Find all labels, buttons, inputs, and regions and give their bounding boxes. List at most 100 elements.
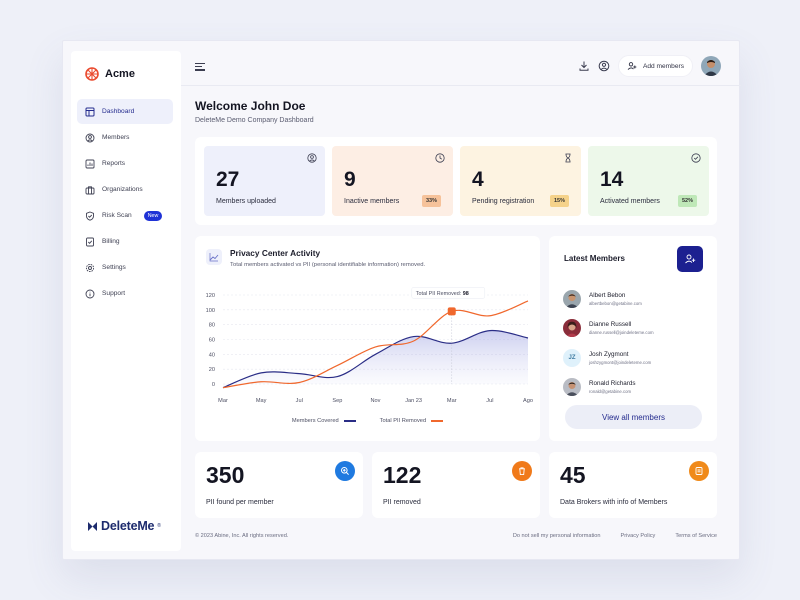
kpi-card-data-brokers[interactable]: 45 Data Brokers with info of Members	[549, 452, 717, 518]
sidebar-item-settings[interactable]: Settings	[77, 255, 173, 280]
add-members-button[interactable]: Add members	[617, 55, 693, 77]
user-avatar[interactable]	[701, 56, 721, 76]
x-tick-label: Mar	[218, 398, 228, 404]
member-name: Ronald Richards	[589, 380, 636, 388]
stat-card-members-uploaded[interactable]: 27 Members uploaded	[204, 146, 325, 216]
list-item[interactable]: JZ Josh Zygmont joshzygmont@joindeleteme.…	[563, 343, 654, 373]
dashboard-icon	[85, 107, 95, 116]
stat-value: 4	[472, 168, 484, 191]
sidebar-item-label: Billing	[102, 238, 120, 245]
percent-badge: 52%	[677, 195, 697, 207]
footer-link-do-not-sell[interactable]: Do not sell my personal information	[512, 533, 601, 539]
member-name: Dianne Russell	[589, 321, 632, 329]
percent-badge: 33%	[421, 195, 441, 207]
tooltip-value: 98	[463, 291, 469, 297]
sidebar-item-support[interactable]: Support	[77, 281, 173, 306]
activity-title: Privacy Center Activity	[230, 248, 321, 258]
new-badge: New	[143, 210, 163, 221]
app-window: Acme Dashboard Members Reports Organizat…	[62, 40, 741, 560]
gear-icon	[85, 263, 95, 272]
latest-members-title: Latest Members	[564, 254, 625, 263]
avatar	[563, 378, 581, 397]
sidebar-item-label: Support	[102, 290, 126, 297]
sidebar-item-reports[interactable]: Reports	[77, 151, 173, 176]
kpi-label: PII found per member	[206, 499, 274, 506]
y-tick-label: 100	[206, 308, 215, 314]
view-all-members-button[interactable]: View all members	[565, 405, 702, 429]
account-icon[interactable]	[598, 60, 610, 72]
kpi-value: 350	[206, 462, 245, 488]
member-name: Albert Bebon	[589, 291, 626, 299]
member-email: albertbebon@getabine.com	[589, 300, 642, 306]
x-tick-label: Ago	[523, 398, 533, 404]
welcome-header: Welcome John Doe DeleteMe Demo Company D…	[195, 99, 314, 124]
hourglass-icon	[565, 153, 571, 163]
y-tick-label: 60	[209, 338, 215, 344]
sidebar-item-label: Settings	[102, 264, 126, 271]
x-tick-label: Nov	[371, 398, 381, 404]
avatar	[563, 289, 581, 308]
x-tick-label: May	[256, 398, 267, 404]
sidebar-item-risk-scan[interactable]: Risk Scan New	[77, 203, 173, 228]
download-icon[interactable]	[578, 60, 590, 72]
deleteme-logo-icon	[88, 521, 97, 531]
y-tick-label: 40	[209, 352, 215, 358]
sidebar-item-organizations[interactable]: Organizations	[77, 177, 173, 202]
sidebar-item-label: Organizations	[102, 186, 143, 193]
check-circle-icon	[691, 153, 701, 163]
menu-icon[interactable]	[195, 63, 205, 73]
add-member-button[interactable]	[677, 246, 703, 272]
footer-links: Do not sell my personal information Priv…	[513, 533, 717, 539]
stat-value: 27	[216, 168, 240, 191]
sidebar-item-label: Reports	[102, 160, 126, 167]
member-email: joshzygmont@joindeleteme.com	[589, 359, 652, 365]
sidebar-item-billing[interactable]: Billing	[77, 229, 173, 254]
tooltip-box	[411, 287, 486, 299]
brand[interactable]: Acme	[85, 67, 135, 81]
chart-legend: Members Covered Total PII Removed	[195, 418, 540, 424]
footer-link-terms[interactable]: Terms of Service	[675, 533, 717, 539]
member-name: Josh Zygmont	[589, 350, 629, 358]
clock-icon	[435, 153, 445, 163]
y-tick-label: 80	[209, 323, 215, 329]
avatar-initials: JZ	[563, 348, 581, 367]
stat-card-activated-members[interactable]: 14 Activated members 52%	[588, 146, 709, 216]
x-tick-label: Jul	[296, 398, 303, 404]
chart-icon	[206, 249, 222, 265]
trash-icon	[512, 461, 532, 481]
add-members-label: Add members	[642, 62, 684, 70]
sidebar-item-label: Dashboard	[102, 108, 135, 115]
add-user-icon	[627, 62, 637, 70]
sidebar-item-dashboard[interactable]: Dashboard	[77, 99, 173, 124]
list-item[interactable]: Dianne Russell dianne.russell@joindeletem…	[563, 314, 654, 344]
member-email: ronald@getabine.com	[589, 389, 632, 395]
sidebar-item-label: Members	[102, 134, 130, 141]
activity-subtitle: Total members activated vs PII (personal…	[230, 262, 426, 268]
legend-label: Members Covered	[291, 418, 339, 424]
kpi-card-pii-removed[interactable]: 122 PII removed	[372, 452, 540, 518]
stat-value: 9	[344, 168, 356, 191]
kpi-value: 45	[560, 462, 586, 488]
stat-card-inactive-members[interactable]: 9 Inactive members 33%	[332, 146, 453, 216]
y-tick-label: 120	[206, 293, 215, 299]
list-item[interactable]: Albert Bebon albertbebon@getabine.com	[563, 284, 654, 314]
legend-item-total-pii-removed[interactable]: Total PII Removed	[380, 418, 444, 424]
stat-card-pending-registration[interactable]: 4 Pending registration 15%	[460, 146, 581, 216]
search-zoom-icon	[335, 461, 355, 481]
topbar-divider	[181, 85, 741, 86]
kpi-label: PII removed	[383, 499, 421, 506]
user-circle-icon	[85, 133, 95, 142]
stat-label: Members uploaded	[216, 198, 276, 205]
kpi-label: Data Brokers with info of Members	[560, 499, 668, 506]
deleteme-logo-text: DeleteMe	[101, 519, 155, 533]
tooltip-label: Total PII Removed:	[416, 291, 463, 297]
topbar: Add members	[191, 53, 721, 83]
activity-line-chart[interactable]: 0 20 40 60 80 100 120 Mar May Jul Sep Nov Jan 23 Mar J…	[195, 276, 540, 411]
registered-mark: ®	[157, 523, 161, 529]
kpi-card-pii-found[interactable]: 350 PII found per member	[195, 452, 363, 518]
legend-item-members-covered[interactable]: Members Covered	[292, 418, 356, 424]
list-item[interactable]: Ronald Richards ronald@getabine.com	[563, 373, 654, 403]
privacy-activity-card: Privacy Center Activity Total members ac…	[195, 236, 540, 441]
sidebar-item-members[interactable]: Members	[77, 125, 173, 150]
footer-link-privacy-policy[interactable]: Privacy Policy	[620, 533, 656, 539]
